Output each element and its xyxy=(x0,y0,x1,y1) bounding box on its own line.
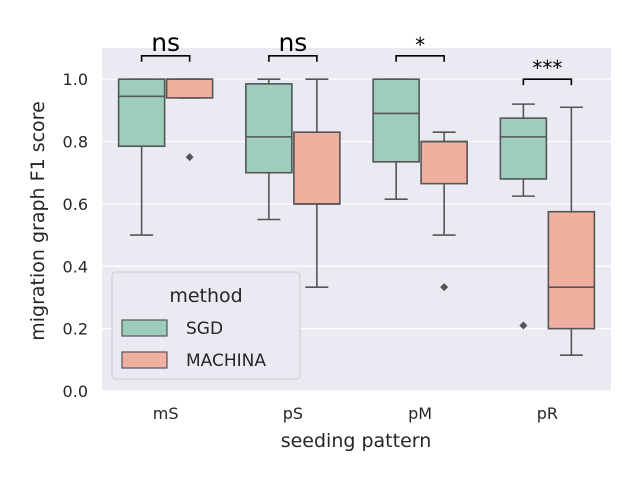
boxes xyxy=(117,78,596,356)
significance-bracket xyxy=(395,54,445,62)
significance-bracket xyxy=(140,54,191,62)
y-tick-label: 0.2 xyxy=(63,320,88,339)
box-sgd-pM xyxy=(372,78,420,201)
legend: method SGD MACHINA xyxy=(111,271,301,380)
outlier-point xyxy=(519,321,528,330)
outlier-point xyxy=(440,283,449,292)
box-iqr xyxy=(547,210,596,330)
significance-label: * xyxy=(415,33,425,57)
x-axis-title: seeding pattern xyxy=(281,430,432,452)
x-tick-label: pM xyxy=(408,404,432,423)
x-tick-labels: mS pS pM pR xyxy=(153,404,558,423)
y-tick-labels: 0.0 0.2 0.4 0.6 0.8 1.0 xyxy=(63,70,88,401)
box-machina-pM xyxy=(420,131,468,292)
significance-label: *** xyxy=(532,56,562,80)
x-tick-label: pS xyxy=(283,404,303,423)
box-sgd-mS xyxy=(117,78,166,236)
y-tick-label: 0.0 xyxy=(63,382,88,401)
significance-label: ns xyxy=(151,28,180,57)
box-iqr xyxy=(245,83,293,174)
box-sgd-pR xyxy=(499,103,548,330)
x-tick-label: mS xyxy=(153,404,179,423)
y-tick-label: 1.0 xyxy=(63,70,88,89)
box-iqr xyxy=(117,78,166,148)
significance-bracket xyxy=(268,54,318,62)
significance-annotations: ns ns **** xyxy=(140,28,573,86)
outlier-point xyxy=(185,153,194,162)
legend-title: method xyxy=(169,285,242,307)
significance-bracket xyxy=(522,78,573,86)
legend-label-machina: MACHINA xyxy=(186,351,266,371)
box-iqr xyxy=(293,131,341,205)
y-axis-title: migration graph F1 score xyxy=(27,101,49,341)
y-tick-label: 0.8 xyxy=(63,133,88,152)
legend-swatch-sgd xyxy=(121,319,168,337)
box-machina-mS xyxy=(165,78,214,162)
box-machina-pS xyxy=(293,78,341,288)
legend-label-sgd: SGD xyxy=(186,319,223,339)
box-iqr xyxy=(372,78,420,163)
significance-label: ns xyxy=(278,28,307,57)
box-iqr xyxy=(499,117,548,180)
y-tick-label: 0.6 xyxy=(63,195,88,214)
legend-swatch-machina xyxy=(121,351,168,369)
y-tick-label: 0.4 xyxy=(63,257,88,276)
box-machina-pR xyxy=(547,106,596,356)
x-tick-label: pR xyxy=(537,404,558,423)
box-sgd-pS xyxy=(245,78,293,221)
box-iqr xyxy=(420,140,468,185)
box-iqr xyxy=(165,78,214,99)
